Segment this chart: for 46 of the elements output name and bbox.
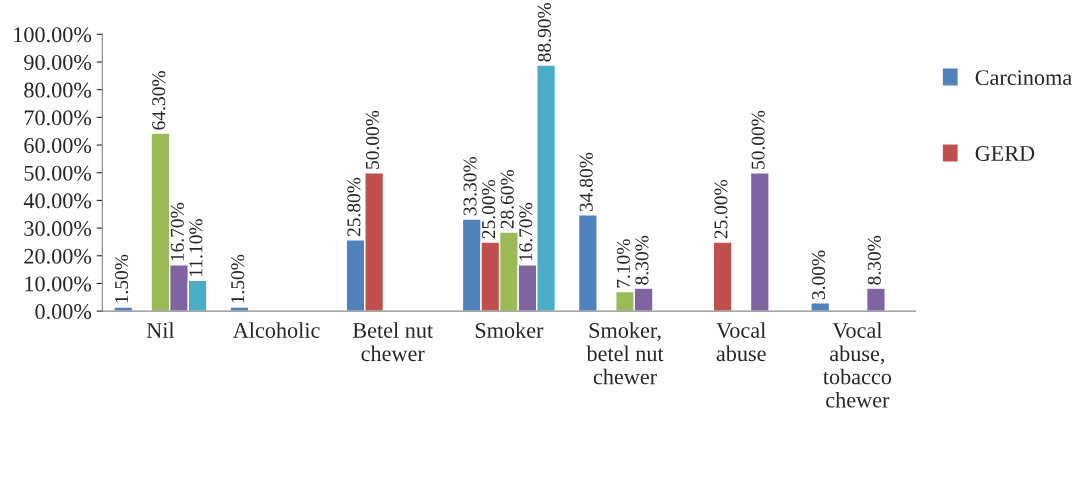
y-tick-label: 60.00% [24,137,92,154]
data-label: 8.30% [635,235,649,285]
data-label: 3.00% [811,250,826,300]
bar [865,287,886,312]
data-label: 1.50% [114,254,129,303]
data-label: 50.00% [751,110,765,169]
x-tick-label: Alcoholic [232,322,320,338]
bar [577,214,598,312]
x-tick-label: Vocal abuse [716,322,766,362]
y-tick-label: 30.00% [24,221,92,237]
data-label: 33.30% [463,156,477,216]
bar [712,241,733,312]
data-label: 1.50% [231,254,245,303]
legend-label: GERD [975,145,1035,161]
bar [229,306,250,312]
x-tick-label: Nil [146,322,175,338]
x-tick-label: Smoker, betel nut chewer [586,322,664,385]
y-tick-label: 70.00% [24,110,92,126]
y-tick-label: 40.00% [23,193,92,209]
data-label: 16.70% [170,202,184,261]
data-label: 8.30% [867,235,881,285]
y-tick-label: 10.00% [25,276,92,292]
legend-label: Carcinoma [975,70,1072,86]
data-label: 50.00% [365,110,380,169]
data-label: 88.90% [537,2,552,62]
data-label: 25.00% [714,179,728,239]
x-tick-label: Betel nut chewer [352,322,434,362]
y-tick-label: 0.00% [35,304,92,320]
data-label: 25.00% [482,179,496,239]
data-label: 11.10% [189,219,203,276]
y-tick-label: 80.00% [24,82,92,98]
bar [810,302,831,312]
y-tick-label: 90.00% [24,54,92,71]
y-tick-label: 100.00% [14,27,92,43]
y-tick-label: 20.00% [24,248,92,264]
data-label: 16.70% [519,202,533,261]
data-label: 34.80% [579,152,593,212]
bar [113,306,134,312]
x-tick-label: Smoker [475,322,544,338]
data-label: 28.60% [500,169,514,229]
data-label: 25.80% [347,177,361,237]
data-label: 64.30% [152,71,166,130]
bar [749,172,770,312]
y-tick-label: 50.00% [24,165,92,181]
data-label: 7.10% [616,239,630,288]
x-tick-label: Vocal abuse, tobacco chewer [823,322,892,408]
